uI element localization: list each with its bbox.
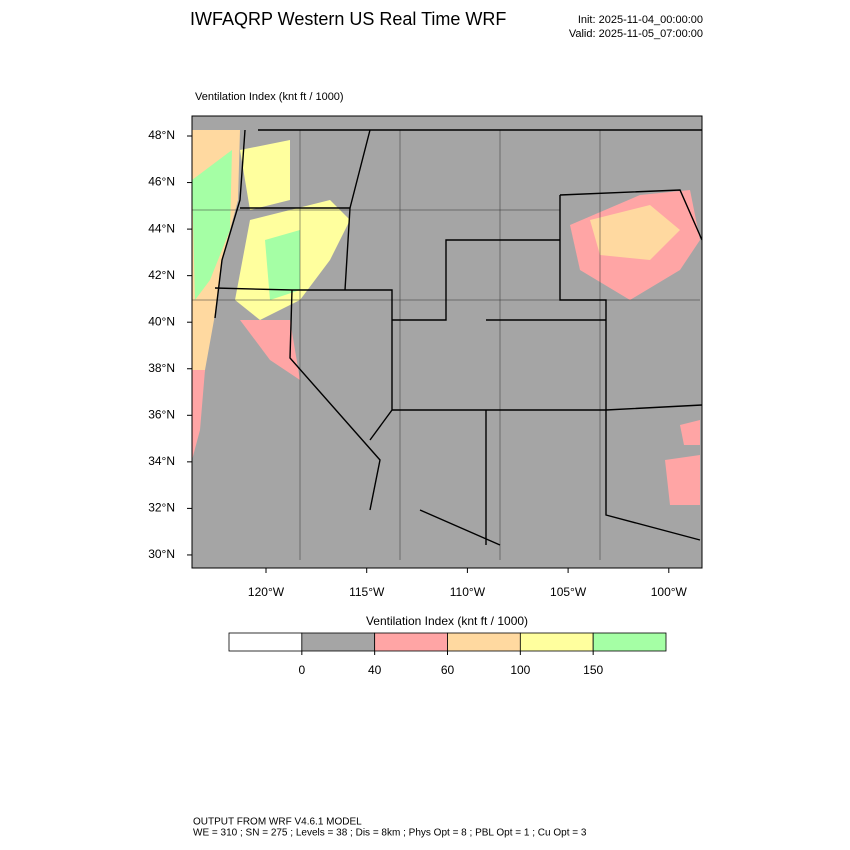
lat-label: 40°N xyxy=(148,314,175,328)
colorbar-box xyxy=(447,632,521,652)
lon-label: 110°W xyxy=(450,585,486,599)
lon-labels: 120°W 115°W 110°W 105°W 100°W xyxy=(248,568,688,599)
lon-label: 115°W xyxy=(349,585,385,599)
colorbar-box xyxy=(374,632,448,652)
lon-label: 105°W xyxy=(550,585,587,599)
lon-label: 120°W xyxy=(248,585,285,599)
lat-label: 36°N xyxy=(148,407,175,421)
lat-label: 38°N xyxy=(148,361,175,375)
colorbar-box xyxy=(592,632,667,652)
footer-line: OUTPUT FROM WRF V4.6.1 MODEL xyxy=(193,817,362,828)
colorbar-box xyxy=(519,632,594,652)
title: IWFAQRP Western US Real Time WRF xyxy=(190,9,506,29)
lat-label: 44°N xyxy=(148,221,175,235)
lat-label: 42°N xyxy=(148,268,175,282)
lat-label: 32°N xyxy=(148,501,175,515)
colorbar-tick-label: 0 xyxy=(298,663,305,677)
colorbar-tick-label: 60 xyxy=(441,663,455,677)
colorbar: 0 40 60 100 150 xyxy=(228,632,667,677)
colorbar-tick-label: 150 xyxy=(583,663,603,677)
init-time: Init: 2025-11-04_00:00:00 xyxy=(578,14,703,26)
colorbar-tick-label: 40 xyxy=(368,663,382,677)
colorbar-tick-label: 100 xyxy=(510,663,530,677)
valid-time: Valid: 2025-11-05_07:00:00 xyxy=(569,28,703,40)
lon-label: 100°W xyxy=(651,585,688,599)
lat-label: 48°N xyxy=(148,128,175,142)
map xyxy=(191,115,703,569)
footer-line: WE = 310 ; SN = 275 ; Levels = 38 ; Dis … xyxy=(193,828,587,839)
lat-labels: 48°N 46°N 44°N 42°N 40°N 38°N 36°N 34°N 32°N 30°N xyxy=(148,128,192,561)
colorbar-title: Ventilation Index (knt ft / 1000) xyxy=(366,614,528,628)
map-title: Ventilation Index (knt ft / 1000) xyxy=(195,91,344,103)
lat-label: 34°N xyxy=(148,454,175,468)
colorbar-box xyxy=(301,632,376,652)
colorbar-box xyxy=(228,632,303,652)
lat-label: 30°N xyxy=(148,547,175,561)
lat-label: 46°N xyxy=(148,175,175,189)
